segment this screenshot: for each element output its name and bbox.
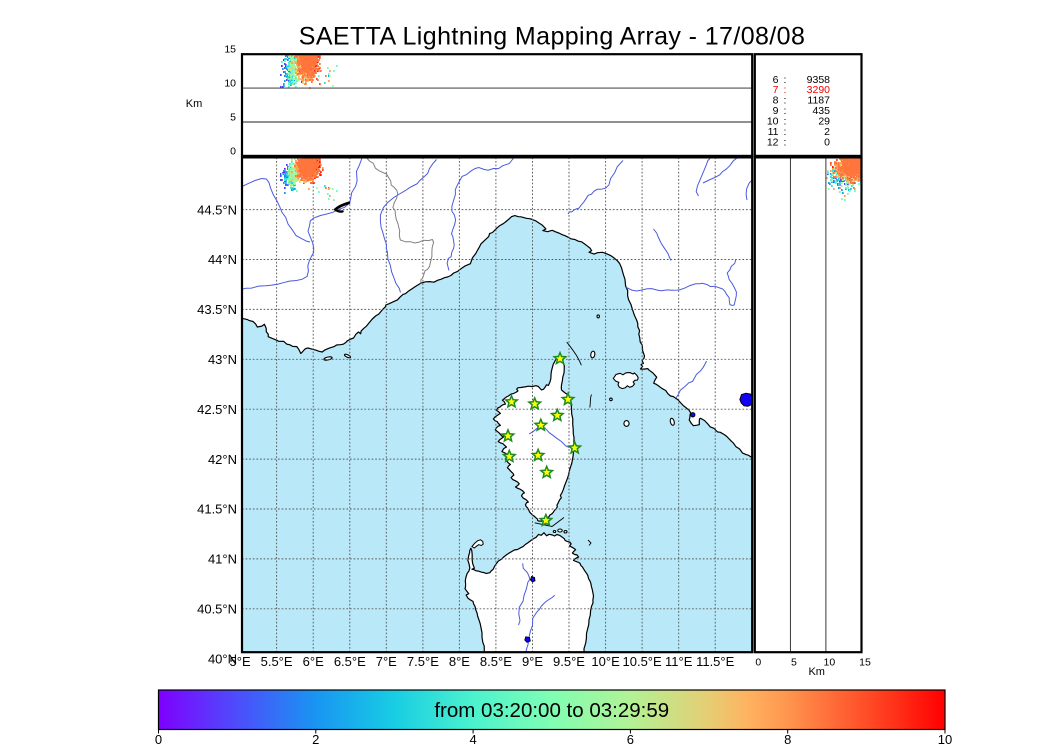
svg-text:9358: 9358: [807, 74, 831, 86]
svg-text:8.5°E: 8.5°E: [480, 654, 512, 669]
svg-text:41°N: 41°N: [208, 552, 237, 567]
svg-text:6: 6: [773, 74, 779, 86]
svg-text::: :: [784, 126, 787, 138]
svg-text:6°E: 6°E: [303, 654, 324, 669]
svg-text:2: 2: [824, 126, 830, 138]
svg-text::: :: [784, 137, 787, 149]
svg-text:11.5°E: 11.5°E: [696, 654, 735, 669]
svg-text:6: 6: [627, 732, 634, 747]
svg-text:9: 9: [773, 105, 779, 117]
svg-text::: :: [784, 116, 787, 128]
svg-text:0: 0: [824, 137, 830, 149]
svg-text:44.5°N: 44.5°N: [197, 202, 237, 217]
svg-text:6.5°E: 6.5°E: [334, 654, 366, 669]
svg-text:435: 435: [812, 105, 830, 117]
svg-text:5: 5: [230, 112, 236, 124]
svg-text:15: 15: [859, 657, 871, 669]
svg-text:1187: 1187: [807, 95, 830, 107]
svg-text::: :: [784, 84, 787, 96]
svg-text:42.5°N: 42.5°N: [197, 402, 237, 417]
svg-text::: :: [784, 74, 787, 86]
svg-text:7.5°E: 7.5°E: [407, 654, 439, 669]
svg-text:12: 12: [767, 137, 779, 149]
svg-text:10: 10: [767, 116, 779, 128]
svg-text:7°E: 7°E: [376, 654, 397, 669]
svg-text:5°E: 5°E: [230, 654, 251, 669]
svg-text:9°E: 9°E: [522, 654, 543, 669]
svg-text:44°N: 44°N: [208, 252, 237, 267]
svg-text::: :: [784, 95, 787, 107]
svg-text:SAETTA Lightning Mapping Array: SAETTA Lightning Mapping Array - 17/08/0…: [299, 23, 806, 51]
svg-text:40.5°N: 40.5°N: [197, 602, 237, 617]
svg-text:10: 10: [224, 78, 236, 90]
svg-text:15: 15: [224, 44, 236, 56]
svg-text:0: 0: [755, 657, 761, 669]
svg-text:4: 4: [469, 732, 476, 747]
svg-text:7: 7: [773, 84, 779, 96]
svg-text:11°E: 11°E: [665, 654, 693, 669]
svg-text:0: 0: [230, 145, 236, 157]
svg-text:10: 10: [824, 657, 836, 669]
svg-text:0: 0: [155, 732, 162, 747]
svg-text:41.5°N: 41.5°N: [197, 502, 237, 517]
svg-text:11: 11: [768, 126, 779, 138]
svg-text:3290: 3290: [807, 84, 831, 96]
svg-text:2: 2: [312, 732, 319, 747]
svg-text:Km: Km: [808, 666, 825, 678]
svg-text::: :: [784, 105, 787, 117]
svg-text:42°N: 42°N: [208, 452, 237, 467]
svg-text:29: 29: [818, 116, 830, 128]
svg-text:10°E: 10°E: [591, 654, 620, 669]
svg-text:8: 8: [784, 732, 791, 747]
svg-text:5.5°E: 5.5°E: [261, 654, 293, 669]
svg-text:43°N: 43°N: [208, 352, 237, 367]
svg-text:5: 5: [791, 657, 797, 669]
svg-text:9.5°E: 9.5°E: [553, 654, 585, 669]
svg-text:10.5°E: 10.5°E: [623, 654, 663, 669]
svg-text:Km: Km: [186, 98, 203, 110]
svg-text:10: 10: [938, 732, 952, 747]
svg-text:40°N: 40°N: [208, 651, 237, 666]
svg-text:43.5°N: 43.5°N: [197, 302, 237, 317]
svg-text:8: 8: [773, 95, 779, 107]
svg-text:from 03:20:00 to 03:29:59: from 03:20:00 to 03:29:59: [434, 699, 669, 722]
svg-text:8°E: 8°E: [449, 654, 470, 669]
